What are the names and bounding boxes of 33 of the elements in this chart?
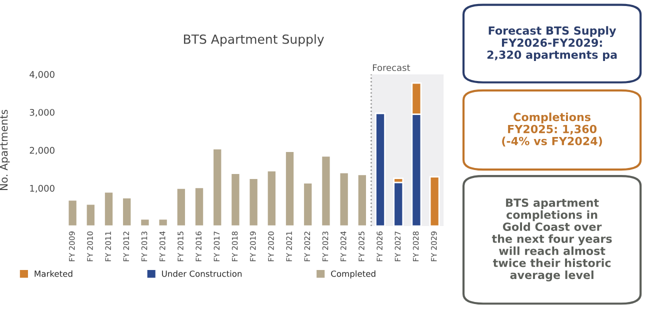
y-tick-label: 1,000 [30, 184, 54, 193]
bar [338, 172, 350, 226]
bar [104, 191, 114, 226]
bar [393, 182, 404, 226]
bar [266, 170, 277, 226]
y-tick-label: 3,000 [30, 108, 54, 117]
bar [194, 186, 204, 226]
text: Completions FY2025: 1,360 (-4% vs FY2024) [502, 112, 602, 147]
band-label: Forecast [373, 64, 410, 72]
bar [85, 203, 96, 226]
y-tick-label: 4,000 [30, 71, 54, 79]
y-tick-label: 2,000 [30, 146, 54, 155]
bar [429, 176, 440, 226]
legend-label: Marketed [34, 270, 72, 277]
y-axis-title: No. Apartments [0, 110, 10, 190]
bar [140, 218, 150, 226]
bar [302, 182, 314, 226]
bar [67, 199, 78, 226]
bar [284, 150, 295, 226]
bar [320, 155, 332, 226]
bar [176, 187, 186, 226]
legend-label: Under Construction [162, 270, 242, 277]
bar [158, 218, 168, 226]
bar [248, 178, 259, 226]
bar [212, 148, 223, 226]
chart-title: BTS Apartment Supply [184, 34, 324, 46]
bar [230, 172, 241, 226]
bar [122, 196, 132, 226]
text: Forecast BTS Supply FY2026-FY2029: 2,320 apartments pa [487, 26, 617, 62]
bar [375, 112, 386, 226]
legend-label: Completed [331, 270, 376, 278]
bar [356, 174, 368, 226]
text: BTS apartment completions in Gold Coast over the next four years will reach almost twice their historic average level [492, 198, 612, 282]
